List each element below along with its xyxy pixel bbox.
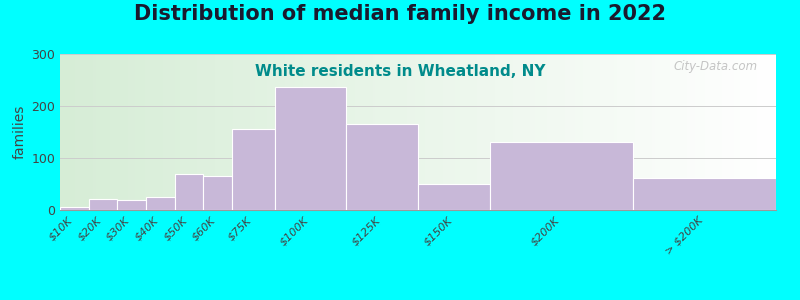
Text: City-Data.com: City-Data.com: [674, 60, 758, 73]
Bar: [490, 142, 633, 210]
Bar: [275, 87, 346, 210]
Bar: [89, 199, 118, 210]
Bar: [633, 178, 776, 210]
Text: Distribution of median family income in 2022: Distribution of median family income in …: [134, 4, 666, 25]
Bar: [203, 176, 232, 210]
Text: White residents in Wheatland, NY: White residents in Wheatland, NY: [254, 64, 546, 80]
Bar: [118, 200, 146, 210]
Bar: [346, 124, 418, 210]
Bar: [60, 207, 89, 210]
Bar: [146, 197, 174, 210]
Bar: [174, 174, 203, 210]
Y-axis label: families: families: [13, 105, 27, 159]
Bar: [232, 129, 275, 210]
Bar: [418, 184, 490, 210]
